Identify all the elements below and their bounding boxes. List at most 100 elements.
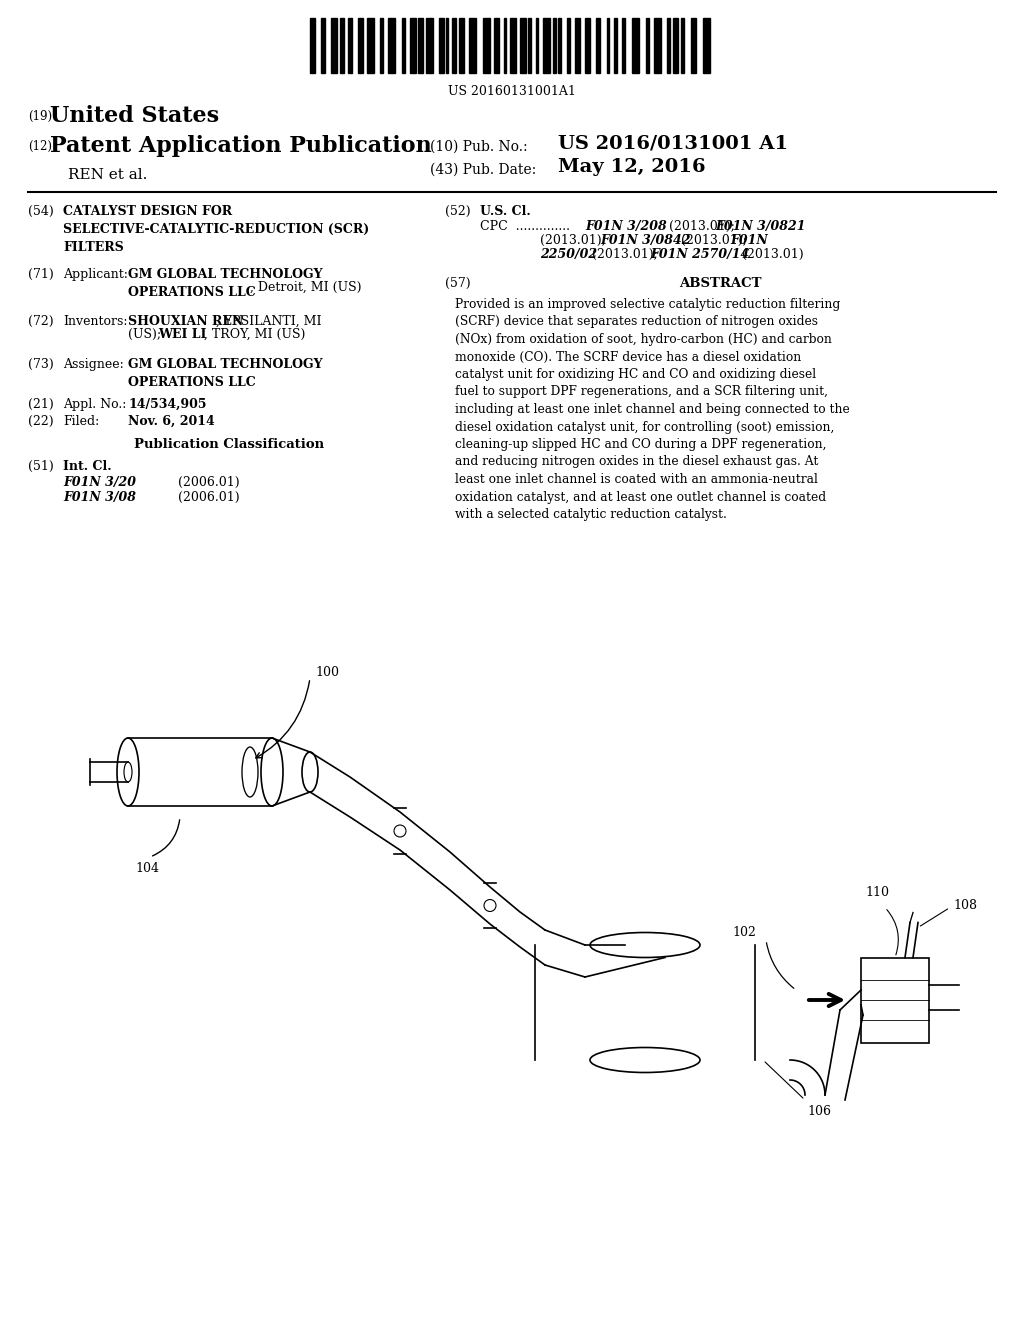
- Text: , Detroit, MI (US): , Detroit, MI (US): [250, 281, 361, 294]
- Bar: [380, 18, 383, 73]
- Text: Publication Classification: Publication Classification: [134, 438, 324, 451]
- Text: Filed:: Filed:: [63, 414, 99, 428]
- Text: 106: 106: [807, 1105, 831, 1118]
- Bar: [469, 18, 476, 73]
- Bar: [520, 18, 526, 73]
- Text: F01N 3/08: F01N 3/08: [63, 491, 136, 504]
- Bar: [596, 18, 600, 73]
- Text: CPC  ..............: CPC ..............: [480, 220, 570, 234]
- Text: F01N 2570/14: F01N 2570/14: [650, 248, 750, 261]
- Text: SHOUXIAN REN: SHOUXIAN REN: [128, 315, 244, 327]
- Text: 14/534,905: 14/534,905: [128, 399, 207, 411]
- Text: (2006.01): (2006.01): [178, 477, 240, 488]
- Text: (22): (22): [28, 414, 53, 428]
- Bar: [632, 18, 639, 73]
- Bar: [331, 18, 337, 73]
- Text: GM GLOBAL TECHNOLOGY
OPERATIONS LLC: GM GLOBAL TECHNOLOGY OPERATIONS LLC: [128, 358, 323, 389]
- Text: Assignee:: Assignee:: [63, 358, 124, 371]
- Text: (21): (21): [28, 399, 53, 411]
- Bar: [310, 18, 315, 73]
- Text: (57): (57): [445, 277, 471, 290]
- Bar: [536, 18, 538, 73]
- Bar: [654, 18, 662, 73]
- Text: 100: 100: [315, 665, 339, 678]
- Bar: [459, 18, 464, 73]
- Text: F01N 3/208: F01N 3/208: [585, 220, 667, 234]
- Text: (2013.01);: (2013.01);: [677, 234, 751, 247]
- Text: (52): (52): [445, 205, 471, 218]
- Text: (73): (73): [28, 358, 53, 371]
- Bar: [673, 18, 678, 73]
- Bar: [567, 18, 570, 73]
- Text: Nov. 6, 2014: Nov. 6, 2014: [128, 414, 215, 428]
- Text: (2013.01): (2013.01): [738, 248, 804, 261]
- Bar: [410, 18, 416, 73]
- Text: May 12, 2016: May 12, 2016: [558, 158, 706, 176]
- Bar: [575, 18, 580, 73]
- Text: WEI LI: WEI LI: [158, 327, 207, 341]
- Bar: [348, 18, 352, 73]
- Bar: [646, 18, 649, 73]
- Bar: [504, 18, 506, 73]
- Text: US 20160131001A1: US 20160131001A1: [449, 84, 575, 98]
- Bar: [388, 18, 395, 73]
- Text: (12): (12): [28, 140, 52, 153]
- Bar: [861, 957, 929, 1043]
- Bar: [543, 18, 550, 73]
- Bar: [340, 18, 344, 73]
- Bar: [614, 18, 617, 73]
- Bar: [510, 18, 516, 73]
- Text: F01N 3/0821: F01N 3/0821: [715, 220, 806, 234]
- Bar: [321, 18, 325, 73]
- Text: (2006.01): (2006.01): [178, 491, 240, 504]
- FancyArrowPatch shape: [809, 994, 841, 1006]
- Text: 108: 108: [953, 899, 977, 912]
- Bar: [681, 18, 684, 73]
- Text: 110: 110: [865, 887, 889, 899]
- Text: , YPSILANTI, MI: , YPSILANTI, MI: [216, 315, 322, 327]
- Bar: [358, 18, 362, 73]
- Text: (43) Pub. Date:: (43) Pub. Date:: [430, 162, 537, 177]
- Bar: [553, 18, 556, 73]
- Text: ABSTRACT: ABSTRACT: [679, 277, 762, 290]
- Text: REN et al.: REN et al.: [68, 168, 147, 182]
- Text: US 2016/0131001 A1: US 2016/0131001 A1: [558, 135, 788, 153]
- Bar: [667, 18, 670, 73]
- Bar: [483, 18, 490, 73]
- Text: (10) Pub. No.:: (10) Pub. No.:: [430, 140, 527, 154]
- Text: (72): (72): [28, 315, 53, 327]
- Text: CATALYST DESIGN FOR
SELECTIVE-CATALYTIC-REDUCTION (SCR)
FILTERS: CATALYST DESIGN FOR SELECTIVE-CATALYTIC-…: [63, 205, 370, 253]
- Bar: [418, 18, 423, 73]
- Text: F01N 3/20: F01N 3/20: [63, 477, 136, 488]
- Bar: [439, 18, 444, 73]
- Text: 102: 102: [732, 925, 756, 939]
- Text: United States: United States: [50, 106, 219, 127]
- Text: (2013.01);: (2013.01);: [665, 220, 739, 234]
- Text: Provided is an improved selective catalytic reduction filtering
(SCRF) device th: Provided is an improved selective cataly…: [455, 298, 850, 521]
- Bar: [622, 18, 625, 73]
- Text: Applicant:: Applicant:: [63, 268, 128, 281]
- Text: Patent Application Publication: Patent Application Publication: [50, 135, 432, 157]
- Bar: [452, 18, 456, 73]
- Text: U.S. Cl.: U.S. Cl.: [480, 205, 530, 218]
- Text: (54): (54): [28, 205, 53, 218]
- Text: F01N: F01N: [730, 234, 768, 247]
- Text: GM GLOBAL TECHNOLOGY
OPERATIONS LLC: GM GLOBAL TECHNOLOGY OPERATIONS LLC: [128, 268, 323, 300]
- Bar: [691, 18, 696, 73]
- Bar: [446, 18, 449, 73]
- Bar: [585, 18, 590, 73]
- Bar: [494, 18, 499, 73]
- Text: , TROY, MI (US): , TROY, MI (US): [204, 327, 305, 341]
- Bar: [703, 18, 710, 73]
- Text: (51): (51): [28, 459, 53, 473]
- Text: Appl. No.:: Appl. No.:: [63, 399, 126, 411]
- Bar: [426, 18, 433, 73]
- Text: (2013.01);: (2013.01);: [588, 248, 662, 261]
- Text: (US);: (US);: [128, 327, 165, 341]
- Text: (19): (19): [28, 110, 52, 123]
- Text: Inventors:: Inventors:: [63, 315, 128, 327]
- Text: F01N 3/0842: F01N 3/0842: [600, 234, 690, 247]
- Bar: [402, 18, 406, 73]
- Text: 104: 104: [135, 862, 159, 875]
- Bar: [367, 18, 374, 73]
